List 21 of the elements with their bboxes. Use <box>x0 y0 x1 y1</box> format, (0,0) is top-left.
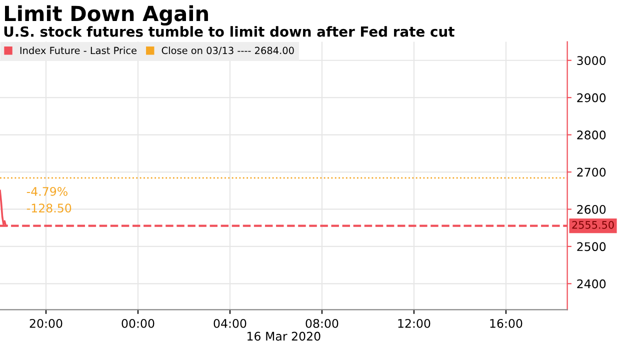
annotation: -4.79% <box>26 186 68 196</box>
y-tick-label: 2700 <box>577 168 606 177</box>
legend-label: Close on 03/13 ---- 2684.00 <box>162 46 294 55</box>
x-axis-title: 16 Mar 2020 <box>248 332 320 341</box>
y-tick-label: 3000 <box>577 56 606 66</box>
x-tick-label: 08:00 <box>306 318 338 328</box>
legend-label: Index Future - Last Price <box>20 46 136 54</box>
x-tick-label: 16:00 <box>490 318 522 328</box>
y-tick-label: 2500 <box>577 242 606 252</box>
annotation: -128.50 <box>26 204 72 213</box>
x-tick-label: 20:00 <box>30 318 62 328</box>
y-tick-label: 2600 <box>577 204 606 214</box>
chart-title: Limit Down Again <box>5 5 208 26</box>
y-tick-label: 2400 <box>577 279 606 288</box>
ref-line-label: 2555.50 <box>572 220 614 229</box>
y-tick-label: 2900 <box>577 93 606 102</box>
x-tick-label: 12:00 <box>398 318 430 328</box>
chart-subtitle: U.S. stock futures tumble to limit down after Fed rate cut <box>4 26 454 37</box>
y-tick-label: 2800 <box>577 130 606 140</box>
x-tick-label: 04:00 <box>214 318 246 328</box>
x-tick-label: 00:00 <box>122 318 154 328</box>
